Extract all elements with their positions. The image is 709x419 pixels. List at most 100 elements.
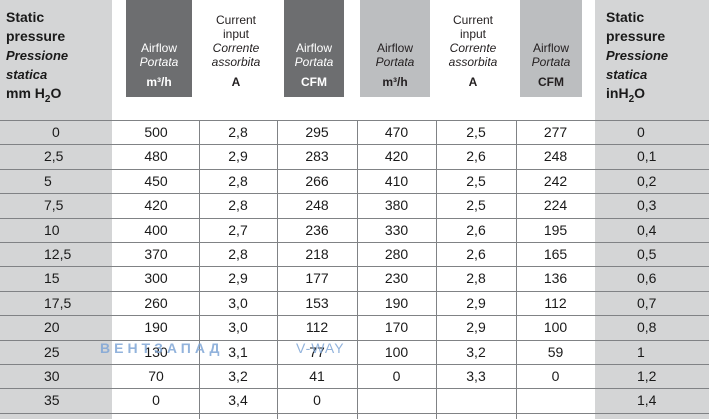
right-header-unit: inH2O: [606, 85, 646, 105]
table-cell: 260: [144, 295, 168, 311]
cell-pressure-mmh2o: 5: [44, 173, 52, 189]
table-cell: 420: [144, 197, 168, 213]
right-header-it1: Pressione: [606, 48, 669, 63]
row-divider: [0, 291, 709, 292]
table-row: 5 450 2,8 266 410 2,5 242 0,2: [0, 169, 709, 193]
cell-pressure-inh2o: 0,6: [637, 270, 657, 286]
table-cell: 3,2: [466, 344, 486, 360]
table-cell: 0: [392, 368, 401, 384]
row-divider: [0, 120, 709, 121]
column-divider: [436, 120, 437, 419]
cell-pressure-mmh2o: 12,5: [44, 246, 72, 262]
row-divider: [0, 340, 709, 341]
col-header-current-2: Current input Corrente assorbita A: [448, 13, 498, 89]
cell-pressure-mmh2o: 15: [44, 270, 60, 286]
left-header-it2: statica: [6, 67, 48, 82]
cell-pressure-mmh2o: 30: [44, 368, 60, 384]
right-header-it2: statica: [606, 67, 648, 82]
table-cell: 136: [543, 270, 568, 286]
table-cell: [516, 388, 595, 412]
table-cell: 242: [543, 173, 568, 189]
column-divider: [357, 120, 358, 419]
table-cell: 3,1: [228, 344, 248, 360]
col-header-airflow-cfm-1: Airflow Portata CFM: [284, 0, 344, 97]
table-row: 17,5 260 3,0 153 190 2,9 112 0,7: [0, 291, 709, 315]
table-cell: 450: [144, 173, 168, 189]
table-cell: 3,0: [228, 295, 248, 311]
table-cell: 2,5: [466, 124, 486, 140]
table-cell: 2,5: [466, 173, 486, 189]
column-divider: [277, 120, 278, 419]
col-header-airflow-m3h-1: Airflow Portata m³/h: [126, 0, 192, 97]
cell-pressure-inh2o: 0,3: [637, 197, 657, 213]
table-cell: 130: [144, 344, 168, 360]
table-cell: 2,8: [228, 124, 248, 140]
table-cell: 112: [305, 319, 329, 335]
table-cell: 230: [384, 270, 409, 286]
table-cell: 2,9: [466, 319, 486, 335]
row-divider: [0, 364, 709, 365]
table-cell: 330: [384, 222, 409, 238]
table-cell: 190: [144, 319, 168, 335]
table-cell: 2,9: [466, 295, 486, 311]
table-cell: 112: [544, 295, 567, 311]
table-cell: 218: [305, 246, 329, 262]
table-cell: 224: [543, 197, 568, 213]
column-divider: [199, 120, 200, 419]
table-cell: 2,6: [466, 246, 486, 262]
cell-pressure-mmh2o: 7,5: [44, 197, 64, 213]
table-cell: 400: [144, 222, 168, 238]
table-cell: 177: [305, 270, 329, 286]
table-cell: 300: [144, 270, 168, 286]
table-row: 10 400 2,7 236 330 2,6 195 0,4: [0, 218, 709, 242]
cell-pressure-mmh2o: 17,5: [44, 295, 72, 311]
table-cell: 0: [152, 392, 160, 408]
table-cell: 3,4: [228, 392, 248, 408]
cell-pressure-mmh2o: 0: [52, 124, 60, 140]
table-row: 12,5 370 2,8 218 280 2,6 165 0,5: [0, 242, 709, 266]
table-cell: 2,8: [228, 197, 248, 213]
left-header-line2: pressure: [6, 28, 66, 44]
table-cell: 165: [543, 246, 568, 262]
table-cell: 2,6: [466, 148, 486, 164]
cell-pressure-mmh2o: 2,5: [44, 148, 64, 164]
table-row: 30 70 3,2 41 0 3,3 0 1,2: [0, 364, 709, 388]
row-divider: [0, 315, 709, 316]
table-cell: 170: [384, 319, 409, 335]
cell-pressure-mmh2o: 20: [44, 319, 60, 335]
watermark-ventzapad: ВЕНТЗАПАД: [100, 340, 224, 356]
table-cell: 2,6: [466, 222, 486, 238]
table-row: 15 300 2,9 177 230 2,8 136 0,6: [0, 266, 709, 290]
cell-pressure-inh2o: 0,4: [637, 222, 657, 238]
table-cell: 248: [543, 148, 568, 164]
table-row: 2,5 480 2,9 283 420 2,6 248 0,1: [0, 144, 709, 168]
row-divider: [0, 413, 709, 414]
table-cell: 236: [305, 222, 329, 238]
right-label-column-bg: [595, 0, 709, 419]
table-cell: 190: [384, 295, 409, 311]
table-row: 20 190 3,0 112 170 2,9 100 0,8: [0, 315, 709, 339]
table-row: 25 130 3,1 77 100 3,2 59 1: [0, 340, 709, 364]
table-cell: 283: [305, 148, 329, 164]
table-cell: 370: [144, 246, 168, 262]
table-row: 7,5 420 2,8 248 380 2,5 224 0,3: [0, 193, 709, 217]
table-cell: 470: [384, 124, 409, 140]
table-row: 35 0 3,4 0 1,4: [0, 388, 709, 412]
left-header-it1: Pressione: [6, 48, 69, 63]
left-header-unit: mm H2O: [6, 85, 62, 105]
col-header-airflow-m3h-2: Airflow Portata m³/h: [360, 0, 430, 97]
table-cell: 248: [305, 197, 329, 213]
table-cell: 266: [305, 173, 329, 189]
right-header-line1: Static: [606, 9, 645, 25]
table-cell: 0: [313, 392, 321, 408]
table-cell: 280: [384, 246, 409, 262]
table-cell: 2,8: [228, 246, 248, 262]
cell-pressure-inh2o: 0,2: [637, 173, 657, 189]
table-cell: 410: [384, 173, 409, 189]
table-cell: 2,8: [228, 173, 248, 189]
left-header-line1: Static: [6, 9, 45, 25]
cell-pressure-inh2o: 0: [637, 124, 645, 140]
table-cell: 3,3: [466, 368, 486, 384]
table-cell: 2,7: [228, 222, 248, 238]
row-divider: [0, 242, 709, 243]
